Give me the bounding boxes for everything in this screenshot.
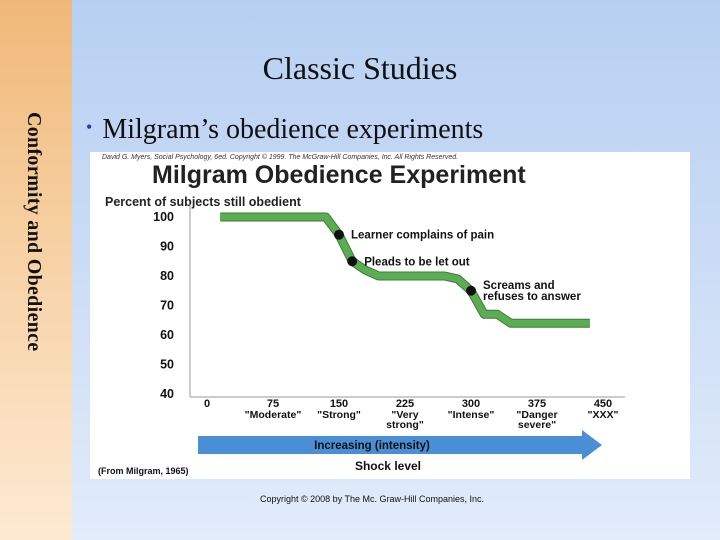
x-tick-sublabel: "XXX"	[588, 409, 619, 421]
x-tick-sublabel: "Danger	[516, 409, 557, 421]
x-tick-label: 75	[267, 398, 279, 410]
x-tick-sublabel: "Intense"	[448, 409, 495, 421]
x-tick-sublabel: strong"	[386, 419, 424, 431]
annotation-marker	[334, 229, 344, 240]
y-tick-label: 90	[160, 240, 174, 254]
milgram-figure: David G. Myers, Social Psychology, 6ed. …	[90, 152, 690, 479]
side-title: Conformity and Obedience	[23, 112, 45, 352]
x-tick-label: 300	[462, 398, 480, 410]
y-tick-label: 70	[160, 299, 174, 313]
bullet-text: Milgram’s obedience experiments	[102, 114, 484, 145]
y-tick-label: 100	[153, 210, 174, 224]
slide-title: Classic Studies	[262, 50, 458, 86]
intensity-arrow: Increasing (intensity)	[198, 430, 602, 460]
bullet-item: • Milgram’s obedience experiments	[86, 114, 483, 146]
x-tick-sublabel: severe"	[518, 419, 556, 431]
x-tick-label: 225	[396, 398, 414, 410]
series-line	[220, 213, 590, 327]
x-tick-sublabel: "Very	[391, 409, 418, 421]
annotation-label: Screams and	[483, 280, 555, 292]
copyright-text: Copyright © 2008 by The Mc. Graw-Hill Co…	[259, 494, 485, 504]
chart-title: Milgram Obedience Experiment	[152, 161, 526, 189]
obedience-chart: David G. Myers, Social Psychology, 6ed. …	[98, 153, 625, 476]
x-axis-label: Shock level	[355, 459, 421, 473]
x-tick-sublabel: "Strong"	[317, 409, 361, 421]
x-tick-sublabel: "Moderate"	[245, 409, 302, 421]
annotation-marker	[466, 285, 476, 296]
y-tick-label: 80	[160, 269, 174, 283]
figure-credit: David G. Myers, Social Psychology, 6ed. …	[102, 153, 458, 161]
x-tick-label: 0	[204, 398, 210, 410]
y-tick-label: 50	[160, 358, 174, 372]
arrow-shape	[198, 430, 602, 460]
x-tick-label: 375	[528, 398, 546, 410]
bullet-icon: •	[86, 117, 93, 137]
side-bar	[0, 0, 72, 540]
x-tick-label: 450	[594, 398, 612, 410]
annotation-label: refuses to answer	[483, 291, 581, 303]
figure-source: (From Milgram, 1965)	[98, 466, 189, 476]
y-axis-label: Percent of subjects still obedient	[105, 195, 302, 209]
annotation-label: Pleads to be let out	[364, 256, 470, 268]
annotation-marker	[347, 256, 358, 267]
annotation-label: Learner complains of pain	[351, 230, 494, 242]
arrow-label: Increasing (intensity)	[314, 440, 430, 452]
y-tick-label: 40	[160, 387, 174, 401]
y-tick-label: 60	[160, 328, 174, 342]
x-tick-label: 150	[330, 398, 348, 410]
